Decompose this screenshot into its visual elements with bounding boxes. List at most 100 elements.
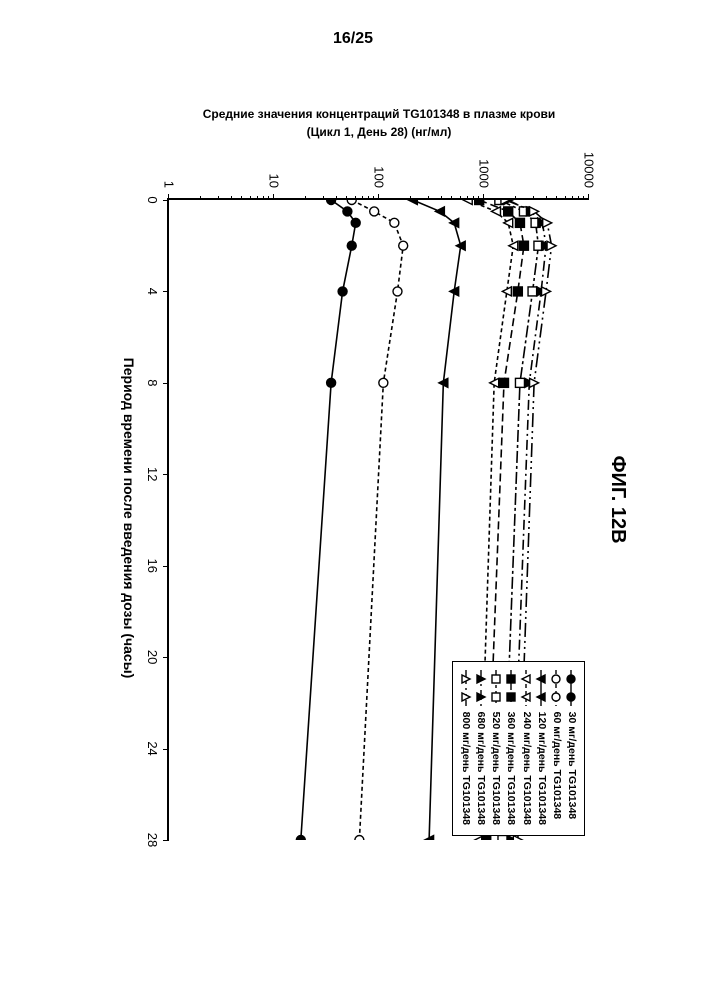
legend-row: 240 мг/день TG101348 [520, 668, 533, 827]
y-minor-tick [460, 196, 461, 200]
x-tick [163, 200, 169, 201]
legend-row: 360 мг/день TG101348 [504, 668, 517, 827]
series-marker-s60 [370, 207, 379, 216]
series-marker-s60 [379, 378, 388, 387]
x-tick-label: 8 [145, 379, 160, 386]
series-marker-s60 [347, 200, 356, 205]
y-tick [168, 194, 169, 200]
legend-label: 30 мг/день TG101348 [565, 710, 578, 827]
x-tick-label: 20 [145, 650, 160, 664]
x-tick-label: 16 [145, 558, 160, 572]
y-minor-tick [478, 196, 479, 200]
series-marker-s30 [347, 241, 356, 250]
series-marker-s360 [504, 207, 513, 216]
legend-label: 60 мг/день TG101348 [550, 710, 563, 827]
y-minor-tick [231, 196, 232, 200]
legend-table: 30 мг/день TG10134860 мг/день TG10134812… [457, 666, 580, 829]
y-axis-label-line2: (Цикл 1, День 28) (нг/мл) [307, 125, 452, 139]
y-minor-tick [355, 196, 356, 200]
series-marker-s60 [393, 287, 402, 296]
x-tick-label: 0 [145, 196, 160, 203]
y-minor-tick [572, 196, 573, 200]
legend-label: 120 мг/день TG101348 [535, 710, 548, 827]
x-axis-label: Период времени после введения дозы (часы… [121, 198, 137, 838]
x-tick [163, 383, 169, 384]
legend-row: 520 мг/день TG101348 [489, 668, 502, 827]
y-minor-tick [410, 196, 411, 200]
legend-swatch-s60 [550, 670, 562, 706]
y-minor-tick [533, 196, 534, 200]
x-tick-label: 24 [145, 741, 160, 755]
series-marker-s60 [355, 836, 364, 841]
legend-swatch-s800 [460, 670, 472, 706]
y-tick-label: 100 [372, 166, 387, 188]
series-marker-s120 [408, 200, 417, 205]
y-minor-tick [218, 196, 219, 200]
y-minor-tick [250, 196, 251, 200]
series-marker-s360 [475, 200, 484, 205]
legend-label: 680 мг/день TG101348 [474, 710, 487, 827]
legend-row: 800 мг/день TG101348 [459, 668, 472, 827]
series-line-s30 [301, 200, 356, 840]
series-marker-s360 [519, 241, 528, 250]
legend-label: 360 мг/день TG101348 [504, 710, 517, 827]
x-tick [163, 840, 169, 841]
y-minor-tick [263, 196, 264, 200]
y-tick [483, 194, 484, 200]
series-marker-s360 [482, 836, 491, 841]
legend-label: 800 мг/день TG101348 [459, 710, 472, 827]
series-marker-s30 [343, 207, 352, 216]
y-axis-label-line1: Средние значения концентраций TG101348 в… [203, 107, 556, 121]
series-marker-s60 [399, 241, 408, 250]
y-minor-tick [473, 196, 474, 200]
y-minor-tick [467, 196, 468, 200]
y-minor-tick [515, 196, 516, 200]
y-tick-label: 1000 [477, 159, 492, 188]
y-minor-tick [565, 196, 566, 200]
legend-swatch-s680 [475, 670, 487, 706]
legend-label: 240 мг/день TG101348 [520, 710, 533, 827]
series-marker-s520 [528, 287, 537, 296]
legend-row: 680 мг/день TG101348 [474, 668, 487, 827]
y-minor-tick [241, 196, 242, 200]
y-minor-tick [346, 196, 347, 200]
series-marker-s60 [390, 218, 399, 227]
legend-row: 30 мг/день TG101348 [565, 668, 578, 827]
y-minor-tick [368, 196, 369, 200]
y-minor-tick [556, 196, 557, 200]
y-tick-label: 10000 [582, 152, 597, 188]
y-minor-tick [583, 196, 584, 200]
plot-area: 30 мг/день TG10134860 мг/день TG10134812… [167, 198, 589, 840]
legend-swatch-s520 [490, 670, 502, 706]
y-minor-tick [305, 196, 306, 200]
series-marker-s30 [338, 287, 347, 296]
y-tick [378, 194, 379, 200]
series-marker-s520 [515, 378, 524, 387]
legend-swatch-s240 [520, 670, 532, 706]
legend-box: 30 мг/день TG10134860 мг/день TG10134812… [452, 661, 585, 836]
figure-rotated-container: ФИГ. 12B Средние значения концентраций T… [77, 108, 629, 891]
series-marker-s360 [499, 378, 508, 387]
series-marker-s360 [513, 287, 522, 296]
y-axis-label-wrap: Средние значения концентраций TG101348 в… [169, 108, 589, 152]
y-minor-tick [268, 196, 269, 200]
series-marker-s30 [296, 836, 305, 841]
series-marker-s30 [351, 218, 360, 227]
y-minor-tick [336, 196, 337, 200]
series-marker-s240 [491, 207, 500, 216]
legend-swatch-s30 [565, 670, 577, 706]
x-tick [163, 291, 169, 292]
series-marker-s800 [543, 218, 552, 227]
y-minor-tick [441, 196, 442, 200]
y-minor-tick [257, 196, 258, 200]
y-minor-tick [451, 196, 452, 200]
series-marker-s360 [515, 218, 524, 227]
y-minor-tick [323, 196, 324, 200]
x-tick-label: 28 [145, 833, 160, 847]
series-marker-s30 [327, 378, 336, 387]
x-tick [163, 749, 169, 750]
x-tick-label: 12 [145, 467, 160, 481]
legend-swatch-s120 [535, 670, 547, 706]
y-tick-label: 10 [267, 174, 282, 188]
series-marker-s120 [435, 207, 444, 216]
